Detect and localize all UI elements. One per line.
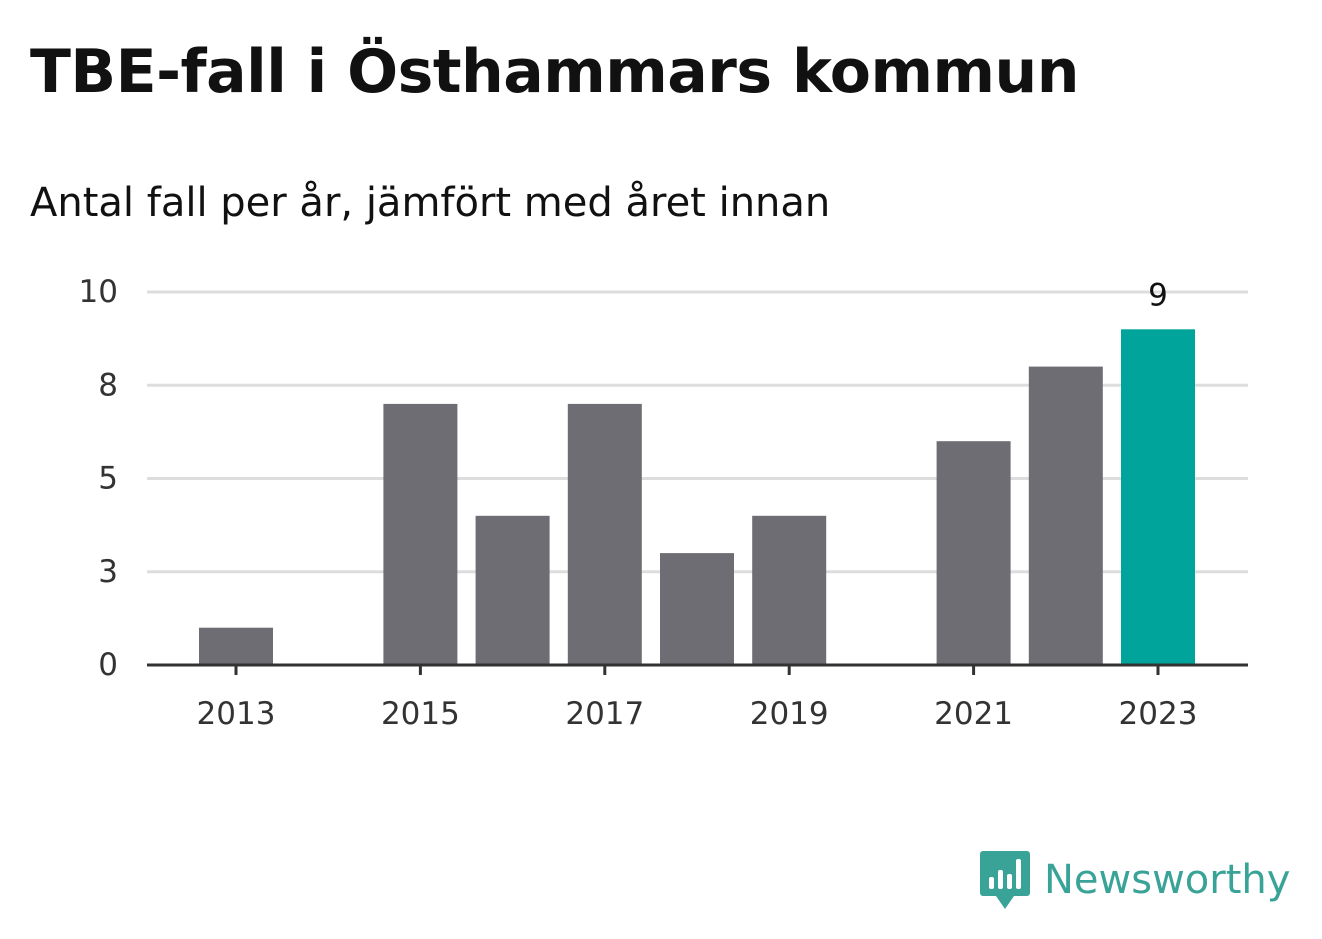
y-tick-label: 0 [98, 647, 118, 683]
newsworthy-logo: Newsworthy [980, 850, 1290, 910]
bar-2013 [199, 627, 273, 665]
y-tick-label: 10 [79, 274, 118, 310]
x-tick-label: 2019 [750, 696, 829, 732]
bars [199, 329, 1195, 665]
bar-2023 [1121, 329, 1195, 665]
y-tick-label: 8 [98, 367, 118, 403]
chart-subtitle: Antal fall per år, jämfört med året inna… [30, 180, 831, 226]
bar-2018 [660, 553, 734, 665]
x-axis [147, 663, 1248, 675]
x-tick-label: 2021 [934, 696, 1013, 732]
x-tick-label: 2017 [565, 696, 644, 732]
bar-2021 [936, 441, 1011, 665]
x-tick-label: 2015 [381, 696, 460, 732]
data-label: 9 [1148, 277, 1168, 313]
x-tick-label: 2023 [1119, 696, 1198, 732]
y-tick-label: 5 [98, 461, 118, 497]
bar-2022 [1028, 366, 1103, 665]
bar-2019 [752, 515, 827, 665]
chart-title: TBE-fall i Östhammars kommun [30, 37, 1079, 107]
bar-2017 [567, 403, 642, 665]
brand-name: Newsworthy [1044, 857, 1291, 903]
y-tick-label: 3 [98, 554, 118, 590]
bar-2015 [383, 403, 458, 665]
labels: 0 3 5 8 10 9 2013 2015 2017 2019 2021 2023 [79, 274, 1198, 732]
newsworthy-logo-icon [980, 851, 1030, 909]
x-tick-label: 2013 [197, 696, 276, 732]
bar-2016 [475, 515, 550, 665]
